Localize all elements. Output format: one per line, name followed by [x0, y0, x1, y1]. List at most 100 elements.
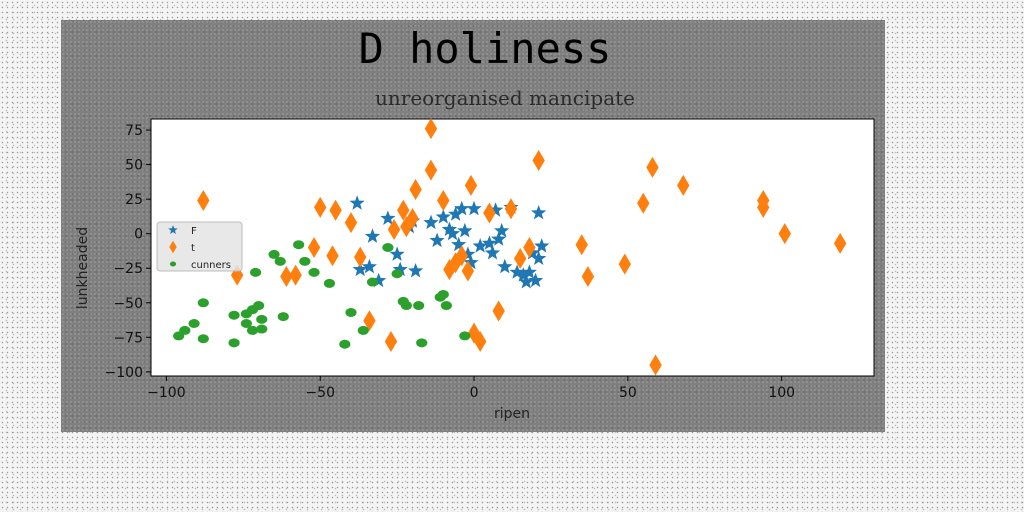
data-point — [382, 243, 394, 252]
y-tick-label: −100 — [105, 365, 143, 381]
data-point — [677, 174, 690, 196]
data-point — [413, 301, 425, 311]
data-point — [515, 267, 531, 282]
data-point — [518, 274, 534, 289]
data-point — [364, 228, 381, 243]
data-point — [339, 339, 351, 349]
data-point — [637, 192, 650, 214]
data-point — [440, 301, 452, 311]
scatter-chart: D holiness unreorganised mancipate −100−… — [75, 24, 875, 422]
data-point — [240, 318, 252, 328]
x-tick-label: 0 — [470, 385, 479, 401]
data-point — [409, 178, 422, 200]
data-point — [289, 264, 302, 286]
y-tick-label: 25 — [125, 192, 143, 208]
data-point — [392, 261, 408, 277]
data-point — [461, 260, 475, 282]
legend-label-3: cunners — [191, 260, 231, 271]
data-point — [494, 222, 510, 238]
data-point — [492, 300, 505, 322]
data-point — [326, 245, 339, 267]
chart-subtitle: unreorganised mancipate — [375, 86, 635, 110]
data-point — [778, 223, 791, 245]
data-point — [649, 354, 662, 376]
data-point — [437, 289, 449, 299]
data-point — [448, 206, 464, 221]
data-point — [491, 231, 507, 246]
data-point — [424, 118, 438, 140]
data-point — [459, 331, 471, 341]
y-tick-label: −75 — [113, 330, 143, 346]
legend-box — [156, 221, 243, 272]
data-point — [455, 245, 468, 267]
x-tick-label: 50 — [619, 385, 637, 401]
data-point — [250, 267, 262, 277]
data-point — [451, 236, 467, 252]
data-point — [357, 325, 369, 335]
series-2 — [197, 118, 847, 376]
data-point — [397, 199, 410, 221]
figure: D holiness unreorganised mancipate −100−… — [61, 20, 885, 432]
x-tick-label: 100 — [768, 385, 795, 401]
data-point — [429, 232, 445, 248]
data-point — [483, 202, 496, 224]
data-points — [173, 118, 847, 376]
data-point — [528, 272, 544, 288]
axis-ticks: −100 −50 0 50 100 75 50 25 0 −25 −50 −75 −100 — [105, 123, 796, 401]
data-point — [345, 307, 357, 317]
legend-marker-2 — [169, 240, 177, 254]
data-point — [256, 324, 268, 334]
data-point — [457, 222, 473, 238]
legend-marker-3 — [169, 261, 177, 267]
y-tick-label: −50 — [113, 296, 143, 312]
data-point — [534, 238, 550, 253]
data-point — [757, 196, 770, 218]
data-point — [437, 190, 450, 212]
data-point — [424, 159, 438, 181]
y-axis-label: lunkheaded — [75, 227, 91, 309]
legend-label-2: t — [191, 243, 195, 254]
data-point — [197, 298, 209, 308]
data-point — [488, 202, 504, 217]
data-point — [384, 330, 398, 352]
data-point — [307, 237, 321, 258]
data-point — [423, 214, 439, 230]
data-point — [352, 261, 368, 277]
y-tick-label: 0 — [134, 227, 143, 243]
data-point — [833, 232, 847, 254]
data-point — [400, 301, 412, 311]
data-point — [314, 196, 327, 218]
data-point — [435, 209, 451, 224]
data-point — [472, 238, 488, 253]
data-point — [460, 246, 476, 261]
data-point — [521, 264, 537, 279]
x-tick-label: −50 — [305, 385, 335, 401]
series-3 — [173, 240, 471, 349]
data-point — [363, 310, 376, 332]
data-point — [188, 318, 200, 328]
data-point — [575, 234, 588, 256]
data-point — [509, 264, 525, 279]
data-point — [197, 190, 210, 212]
data-point — [473, 330, 487, 352]
data-point — [371, 272, 387, 288]
x-tick-label: −100 — [147, 385, 185, 401]
data-point — [349, 195, 365, 210]
data-point — [463, 254, 479, 270]
data-point — [323, 278, 336, 288]
data-point — [531, 250, 547, 265]
data-point — [387, 219, 401, 241]
legend: Ft cunners — [156, 221, 243, 272]
data-point — [581, 266, 595, 288]
data-point — [454, 200, 470, 216]
data-point — [484, 245, 501, 260]
data-point — [391, 269, 403, 279]
data-point — [531, 205, 547, 220]
data-point — [646, 156, 659, 178]
data-point — [274, 256, 286, 266]
data-point — [179, 325, 191, 335]
data-point — [277, 312, 289, 322]
data-point — [523, 237, 536, 258]
data-point — [481, 235, 497, 250]
y-tick-label: 75 — [125, 123, 143, 139]
